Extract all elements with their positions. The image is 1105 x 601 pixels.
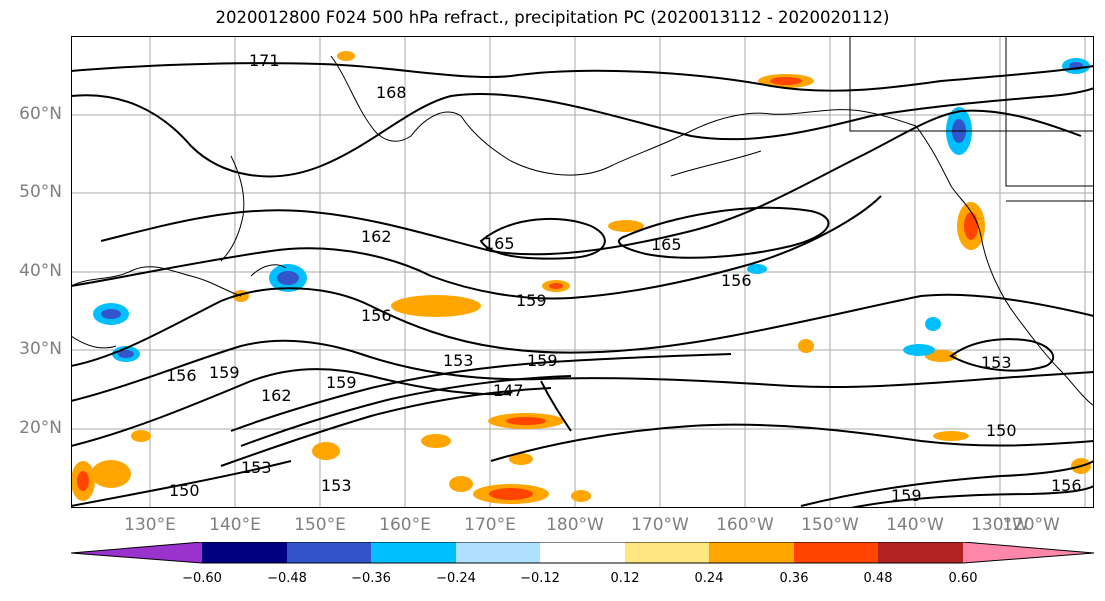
colorbar-segment <box>794 542 879 563</box>
colorbar-segment <box>709 542 794 563</box>
colorbar-tick-label: −0.48 <box>267 571 307 586</box>
contour-label: 156 <box>166 366 197 385</box>
colorbar-tick-label: −0.60 <box>182 571 222 586</box>
colorbar-segment <box>878 542 963 563</box>
contour-label: 156 <box>361 306 392 325</box>
colorbar-tick-label: 0.36 <box>779 571 809 586</box>
lat-label: 20°N <box>19 418 62 438</box>
map-panel: 171 168 165 165 162 159 159 156 156 156 … <box>71 36 1094 508</box>
lon-label: 160°E <box>379 515 431 535</box>
lon-label: 150°W <box>801 515 859 535</box>
map-border <box>71 36 1094 508</box>
colorbar-segment <box>371 542 456 563</box>
contour-label: 153 <box>321 476 352 495</box>
colorbar <box>71 542 1095 564</box>
contour-label: 162 <box>261 386 292 405</box>
colorbar-outline <box>71 542 1095 564</box>
contour-label: 150 <box>986 421 1017 440</box>
contour-label: 171 <box>249 51 280 70</box>
colorbar-segment <box>540 542 625 563</box>
colorbar-tick-label: 0.12 <box>610 571 640 586</box>
colorbar-segment <box>456 542 541 563</box>
contour-label: 159 <box>516 291 547 310</box>
coastlines <box>71 36 1094 407</box>
lat-label: 30°N <box>19 339 62 359</box>
lon-label: 140°W <box>886 515 944 535</box>
contour-label: 153 <box>981 353 1012 372</box>
contour-label: 159 <box>209 363 240 382</box>
lat-label: 60°N <box>19 104 62 124</box>
contour-label: 159 <box>891 486 922 505</box>
contour-label: 147 <box>493 381 524 400</box>
colorbar-segment <box>202 542 287 563</box>
colorbar-tick-label: −0.12 <box>520 571 560 586</box>
lat-label: 40°N <box>19 261 62 281</box>
colorbar-segment <box>71 542 202 563</box>
colorbar-tick-label: 0.60 <box>948 571 978 586</box>
colorbar-segment <box>287 542 372 563</box>
colorbar-tick-label: −0.24 <box>436 571 476 586</box>
lon-label: 140°E <box>209 515 261 535</box>
colorbar-tick-label: 0.48 <box>863 571 893 586</box>
lon-label: 120°W <box>1002 515 1060 535</box>
colorbar-tick-label: −0.36 <box>351 571 391 586</box>
contour-label: 153 <box>241 458 272 477</box>
map-title: 2020012800 F024 500 hPa refract., precip… <box>215 8 890 27</box>
contour-label: 165 <box>651 235 682 254</box>
contour-label: 153 <box>443 351 474 370</box>
contour-label: 150 <box>169 481 200 500</box>
lon-label: 170°W <box>631 515 689 535</box>
contour-label: 159 <box>527 351 558 370</box>
colorbar-tick-label: 0.24 <box>694 571 724 586</box>
lon-label: 180°W <box>546 515 604 535</box>
precip-shading <box>71 51 1091 504</box>
contour-label: 162 <box>361 227 392 246</box>
contour-label: 159 <box>326 373 357 392</box>
colorbar-segment <box>625 542 710 563</box>
lon-label: 130°E <box>124 515 176 535</box>
lon-label: 160°W <box>716 515 774 535</box>
contour-label: 156 <box>721 271 752 290</box>
contours <box>71 62 1094 508</box>
contour-labels: 171 168 165 165 162 159 159 156 156 156 … <box>166 51 1082 505</box>
lon-label: 170°E <box>464 515 516 535</box>
contour-label: 165 <box>484 234 515 253</box>
contour-label: 156 <box>1051 476 1082 495</box>
lon-label: 150°E <box>294 515 346 535</box>
map-svg: 171 168 165 165 162 159 159 156 156 156 … <box>71 36 1094 508</box>
lon-label: 130°W <box>971 515 1029 535</box>
contour-label: 168 <box>376 83 407 102</box>
lat-label: 50°N <box>19 182 62 202</box>
colorbar-segment <box>963 542 1094 563</box>
